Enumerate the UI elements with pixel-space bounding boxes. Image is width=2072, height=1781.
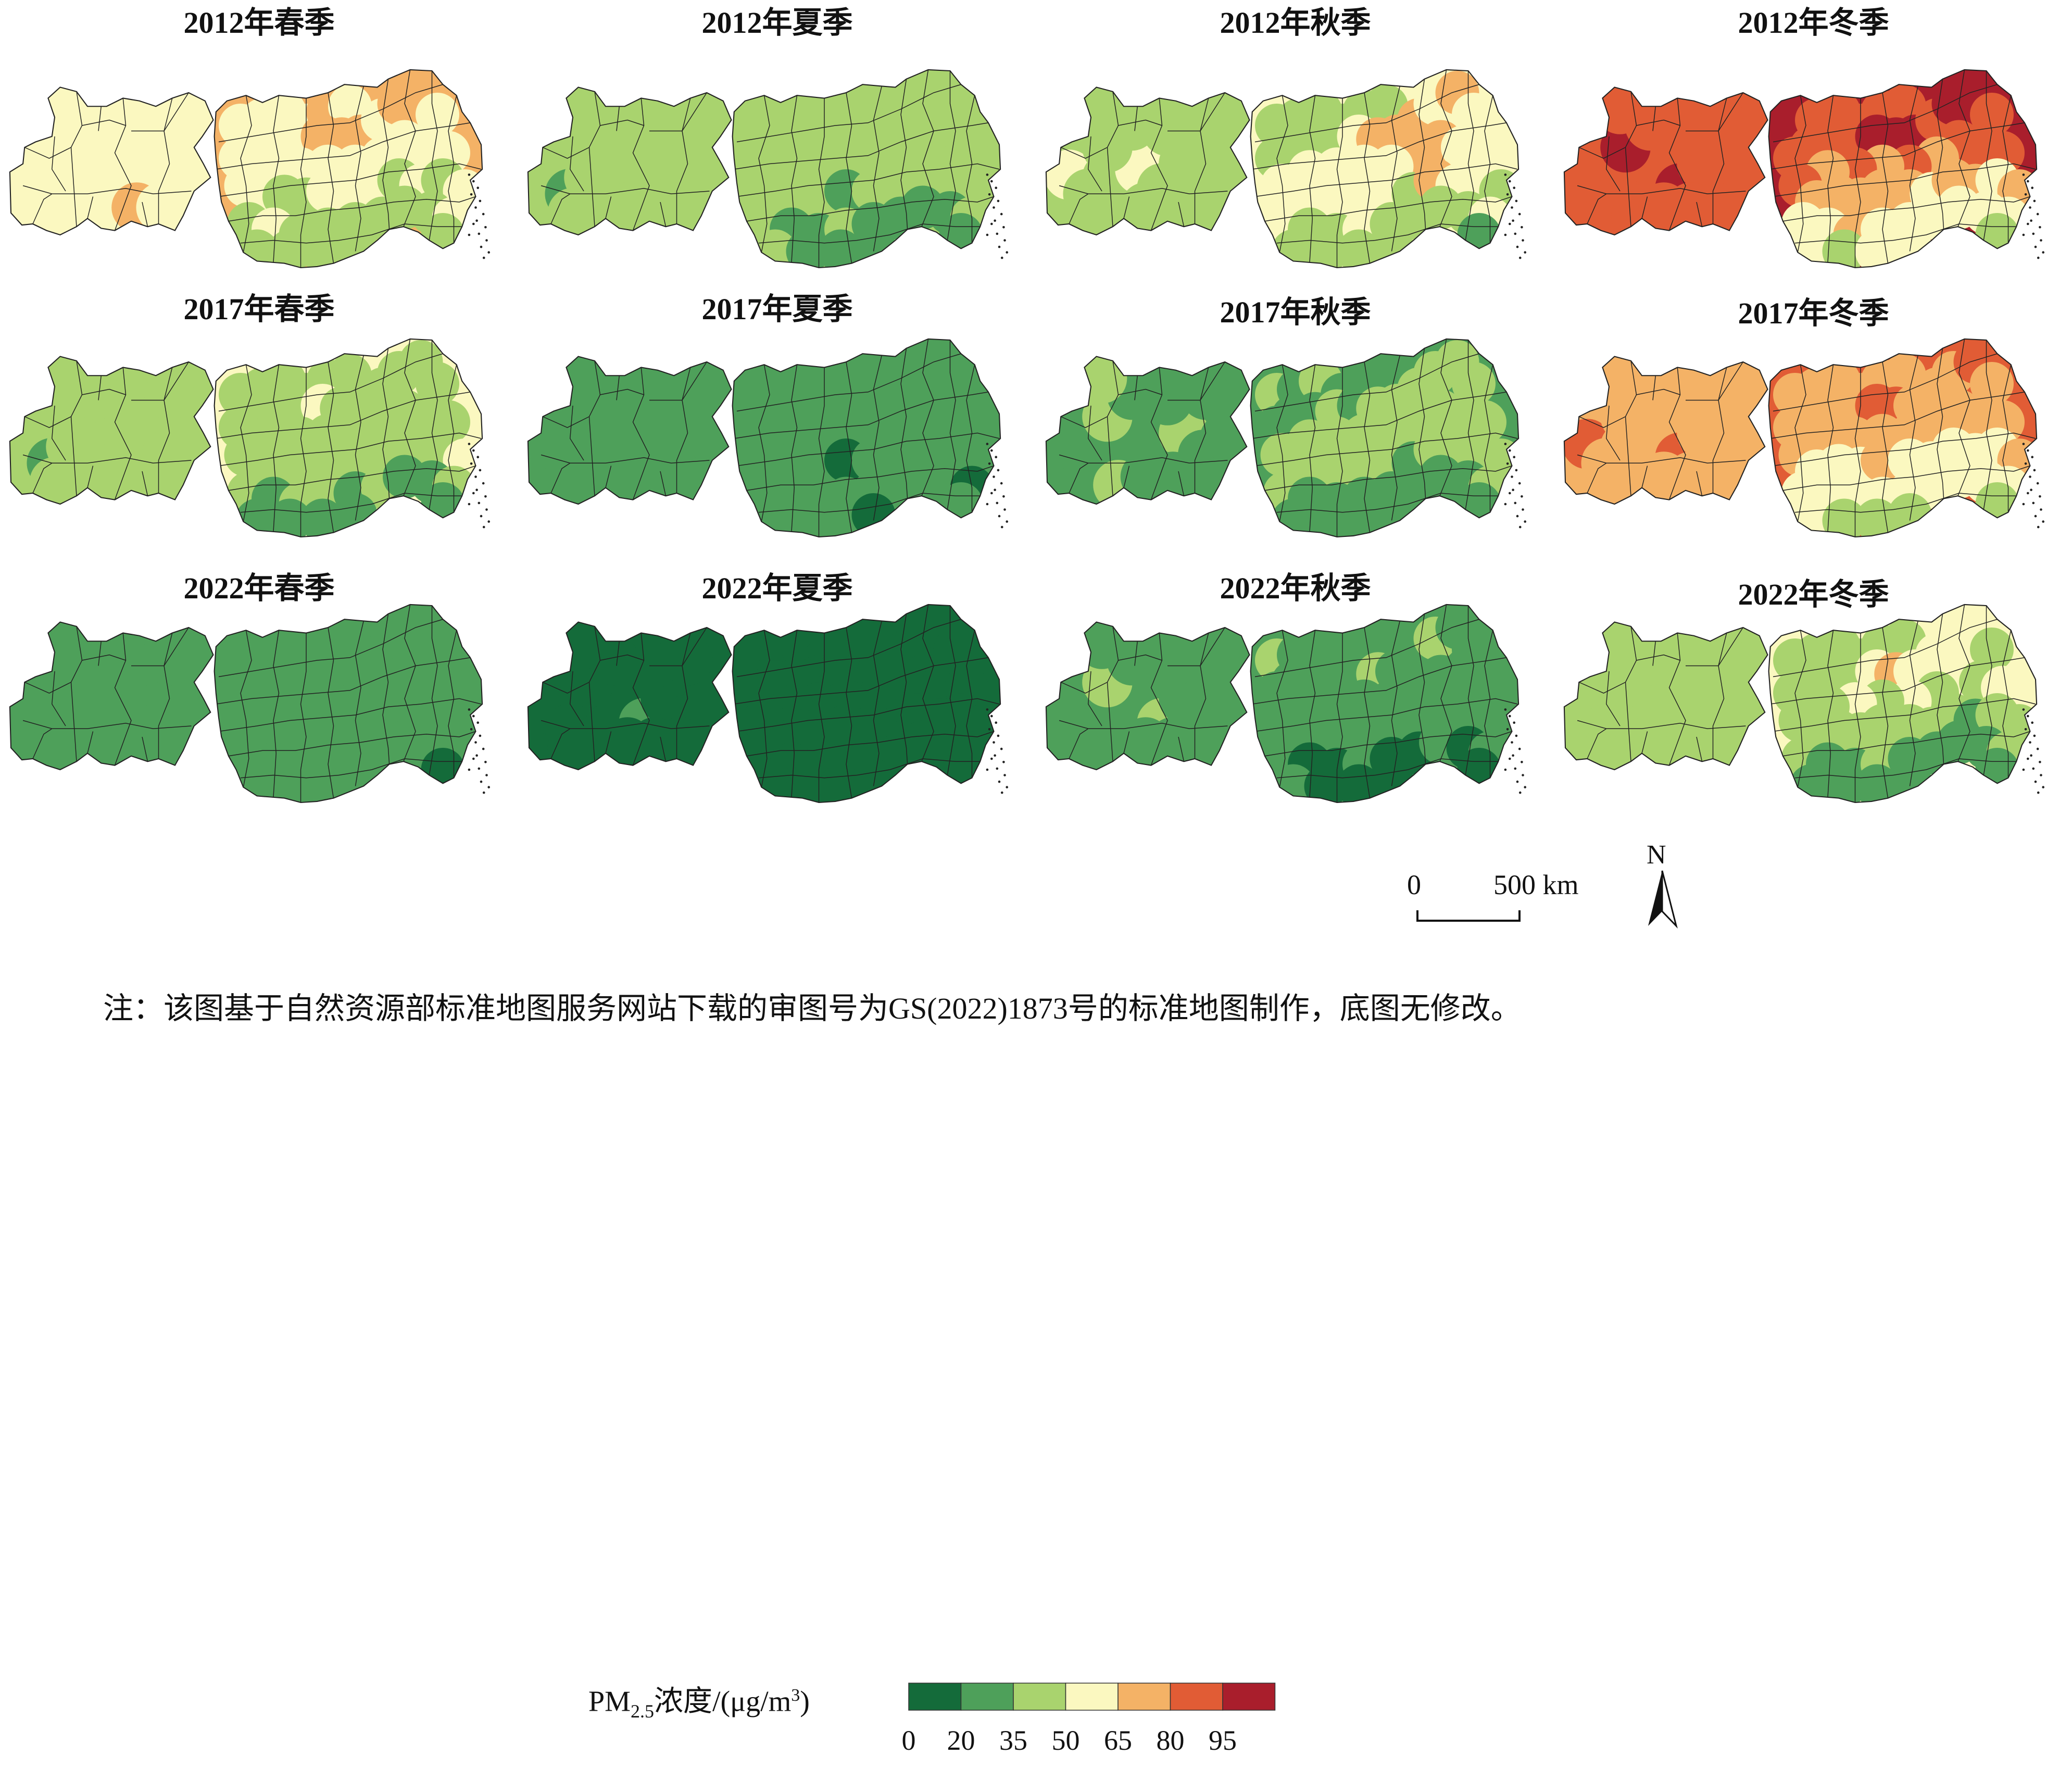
map-region [144,100,195,151]
legend-swatch [1013,1683,1066,1711]
map-region [1076,356,1127,404]
choropleth-map [1045,338,1527,538]
choropleth-map [9,604,491,804]
map-region [654,182,705,233]
legend-tick-label: 0 [901,1725,916,1756]
map-region [1699,635,1749,686]
choropleth-map [1563,338,2045,538]
map-panel: 2017年秋季 [1036,271,1554,542]
map-panel: 2012年春季 [0,0,518,271]
legend-swatch [908,1683,962,1711]
legend-swatch [960,1683,1014,1711]
legend-swatch [1117,1683,1171,1711]
map-region [1690,451,1741,502]
legend-ticks: 0 20 35 50 65 80 95 [0,1725,2072,1761]
map-region [136,717,187,768]
panel-title: 2017年冬季 [1738,296,1889,330]
map-panels: 2012年春季 2012年夏季 2012年秋季 2012年冬季 2017年春季 2017年… [0,0,2072,812]
map-panel: 2017年夏季 [518,271,1036,542]
map-panel: 2012年夏季 [518,0,1036,271]
map-region [558,356,609,404]
map-panel: 2022年冬季 [1554,542,2072,812]
map-region [654,717,705,768]
panel-title: 2022年秋季 [1220,571,1371,605]
map-panel: 2012年冬季 [1554,0,2072,271]
legend-swatch [1170,1683,1223,1711]
legend-tick-label: 65 [1104,1725,1132,1756]
panel-title: 2012年冬季 [1738,6,1889,40]
choropleth-map [527,69,1009,269]
choropleth-map [1045,69,1527,269]
legend-tick-label: 80 [1156,1725,1185,1756]
map-region [662,635,713,686]
north-arrow-label: N [1647,840,1666,870]
panel-title: 2022年冬季 [1738,578,1889,611]
panel-title: 2022年夏季 [701,571,853,605]
choropleth-map [1563,604,2045,804]
map-note: 注：该图基于自然资源部标准地图服务网站下载的审图号为GS(2022)1873号的… [103,992,1521,1025]
legend: PM2.5浓度/(μg/m3) 0 20 35 50 65 80 95 [0,812,2072,1756]
map-region [1181,369,1231,420]
legend-tick-label: 50 [1051,1725,1080,1756]
map-panel: 2017年春季 [0,271,518,542]
map-region [40,356,91,404]
map-region [1699,369,1749,420]
scale-bar-length-label: 500 km [1493,869,1579,900]
map-region [1181,100,1231,151]
map-panel: 2012年秋季 [1036,0,1554,271]
map-region [1076,622,1127,669]
map-region [558,622,609,669]
map-panel: 2022年春季 [0,542,518,812]
choropleth-map [527,338,1009,538]
map-region [1076,87,1127,134]
map-region [1172,182,1223,233]
map-region [1594,356,1646,404]
legend-tick-label: 20 [947,1725,975,1756]
map-region [662,100,713,151]
choropleth-map [1045,604,1527,804]
map-region [662,369,713,420]
map-panel: 2017年冬季 [1554,271,2072,542]
map-region [1690,717,1741,768]
panel-title: 2012年夏季 [701,6,853,40]
map-region [558,87,609,134]
scale-bar-zero-label: 0 [1407,869,1421,900]
map-region [144,369,195,420]
panel-title: 2017年夏季 [701,292,853,326]
map-region [1172,451,1223,502]
choropleth-map [527,604,1009,804]
map-region [1594,622,1646,669]
map-region [40,87,91,134]
map-panel: 2022年夏季 [518,542,1036,812]
legend-swatch [1065,1683,1119,1711]
choropleth-map [9,338,491,538]
map-region [1699,100,1749,151]
map-panel: 2022年秋季 [1036,542,1554,812]
panel-title: 2017年春季 [183,292,335,326]
map-region [136,451,187,502]
panel-title: 2012年秋季 [1220,6,1371,40]
panel-title: 2012年春季 [183,6,335,40]
choropleth-map [1563,69,2045,269]
map-region [1690,182,1741,233]
legend-tick-label: 95 [1209,1725,1237,1756]
map-region [1181,635,1231,686]
legend-swatch [1222,1683,1276,1711]
map-region [40,622,91,669]
panel-title: 2022年春季 [183,571,335,605]
map-region [654,451,705,502]
map-region [1172,717,1223,768]
legend-tick-label: 35 [999,1725,1027,1756]
map-region [1594,87,1646,134]
map-region [144,635,195,686]
panel-title: 2017年秋季 [1220,295,1371,329]
choropleth-map [9,69,491,269]
map-region [136,182,187,233]
